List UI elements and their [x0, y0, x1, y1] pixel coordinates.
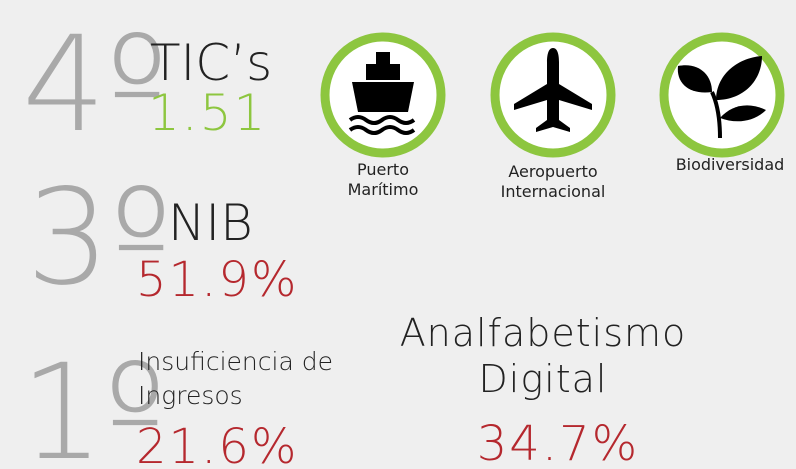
value: 21.6% [136, 419, 298, 469]
biodiversity-icon [659, 32, 785, 158]
label: Digital [479, 357, 608, 401]
value: 34.7% [477, 416, 639, 469]
label: Insuficiencia de [138, 347, 333, 376]
value: 51.9% [136, 252, 298, 308]
icon-label: Puerto [357, 160, 409, 179]
airport-icon [490, 32, 616, 158]
label: Ingresos [138, 381, 243, 410]
rank: 3º [26, 161, 172, 315]
label: NIB [168, 194, 253, 252]
icon-label: Biodiversidad [676, 155, 785, 174]
rank: 1º [20, 336, 166, 469]
icon-label: Internacional [501, 182, 606, 201]
label: Analfabetismo [400, 311, 687, 355]
value: 1.51 [148, 84, 267, 142]
icon-label: Aeropuerto [508, 162, 597, 181]
icon-label: Marítimo [348, 180, 419, 199]
label: TIC’s [150, 34, 272, 92]
rank: 4º [22, 8, 168, 162]
port-icon [320, 32, 446, 158]
